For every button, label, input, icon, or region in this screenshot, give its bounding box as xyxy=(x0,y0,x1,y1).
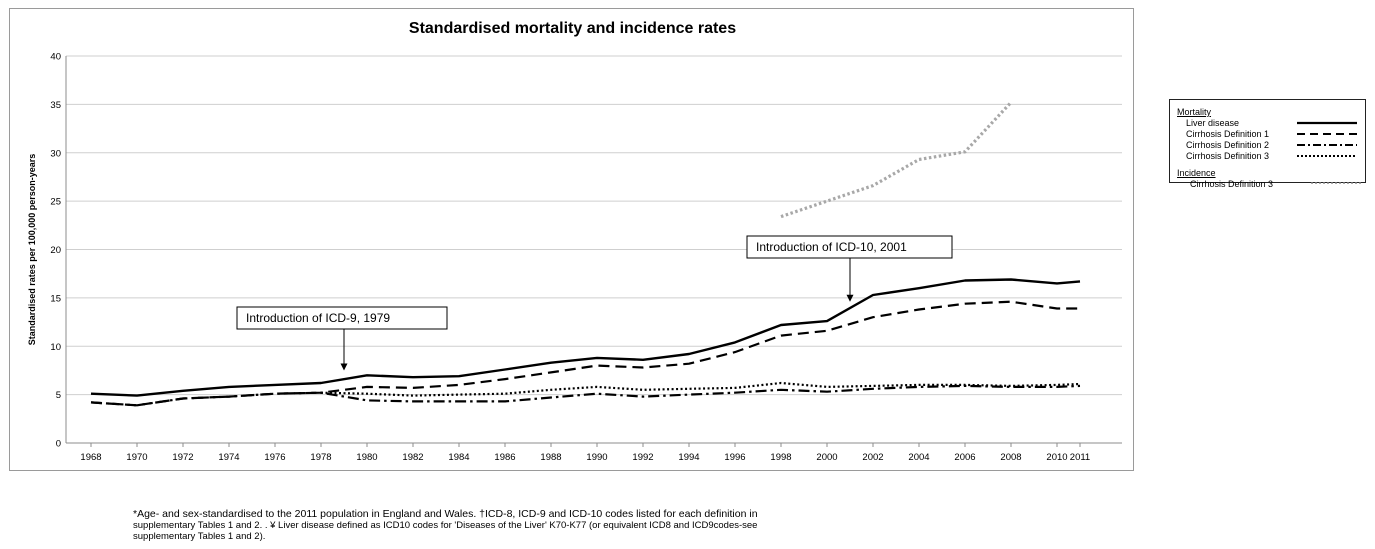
x-tick-label: 1988 xyxy=(540,452,561,463)
legend-item-incidence-cirrhosis-def-3: Cirrhosis Definition 3 xyxy=(1190,179,1274,189)
x-tick-label: 1970 xyxy=(126,452,147,463)
x-tick-label: 1978 xyxy=(310,452,331,463)
y-tick-label: 10 xyxy=(50,342,61,353)
chart-frame: 0 5 10 15 20 25 30 35 40 1968 1970 1972 1974 1976 1978… xyxy=(9,8,1134,471)
legend-item-liver-disease: Liver disease xyxy=(1186,118,1240,128)
x-tick-label: 2002 xyxy=(862,452,883,463)
x-tick-label: 2006 xyxy=(954,452,975,463)
x-tick-label: 1996 xyxy=(724,452,745,463)
y-tick-label: 40 xyxy=(50,52,61,63)
annotation-arrow-head xyxy=(340,363,348,371)
legend-mortality-heading: Mortality xyxy=(1177,107,1212,117)
legend-swatches xyxy=(1297,121,1362,184)
x-tick-label: 1976 xyxy=(264,452,285,463)
legend: Mortality Liver disease Cirrhosis Defini… xyxy=(1169,99,1366,189)
y-tick-label: 35 xyxy=(50,100,61,111)
series-line-1 xyxy=(90,300,1080,407)
y-tick-label: 20 xyxy=(50,245,61,256)
x-tick-label: 1980 xyxy=(356,452,377,463)
x-tick-label: 1974 xyxy=(218,452,239,463)
x-tick-label: 1982 xyxy=(402,452,423,463)
x-tick-label: 1986 xyxy=(494,452,515,463)
x-tick-label: 1984 xyxy=(448,452,469,463)
footnote-line-2: supplementary Tables 1 and 2. . ¥ Liver … xyxy=(133,520,758,531)
y-tick-label: 15 xyxy=(50,293,61,304)
legend-item-cirrhosis-def-3: Cirrhosis Definition 3 xyxy=(1186,151,1270,161)
y-tick-label: 5 xyxy=(56,390,61,401)
y-tick-label: 25 xyxy=(50,197,61,208)
x-tick-label: 2008 xyxy=(1000,452,1021,463)
x-tick-label: 1972 xyxy=(172,452,193,463)
footnote-line-1: *Age- and sex-standardised to the 2011 p… xyxy=(133,508,758,520)
y-axis-label: Standardised rates per 100,000 person-ye… xyxy=(27,154,37,346)
legend-item-cirrhosis-def-1: Cirrhosis Definition 1 xyxy=(1186,129,1270,139)
footnote: *Age- and sex-standardised to the 2011 p… xyxy=(133,508,933,543)
annotation-arrow-head xyxy=(846,294,854,302)
x-tick-label: 2000 xyxy=(816,452,837,463)
series-line-2 xyxy=(90,384,1081,407)
x-tick-label: 1998 xyxy=(770,452,791,463)
y-tick-label: 30 xyxy=(50,148,61,159)
annotation-label: Introduction of ICD-9, 1979 xyxy=(246,311,390,325)
series-line-0 xyxy=(90,278,1081,397)
x-tick-label: 2011 xyxy=(1070,452,1090,463)
x-tick-label: 1990 xyxy=(586,452,607,463)
x-tick-label: 2004 xyxy=(908,452,929,463)
x-tick-label: 1968 xyxy=(80,452,101,463)
chart-title: Standardised mortality and incidence rat… xyxy=(408,20,737,37)
x-tick-label: 2010 xyxy=(1046,452,1067,463)
y-tick-label: 0 xyxy=(56,439,61,450)
x-tick-label: 1992 xyxy=(632,452,653,463)
footnote-line-3: supplementary Tables 1 and 2). xyxy=(133,531,266,542)
legend-item-cirrhosis-def-2: Cirrhosis Definition 2 xyxy=(1186,140,1270,150)
legend-incidence-heading: Incidence xyxy=(1177,168,1216,178)
annotation-label: Introduction of ICD-10, 2001 xyxy=(756,240,907,254)
x-tick-label: 1994 xyxy=(678,452,699,463)
series-line-4 xyxy=(780,101,1013,219)
chart-plot: 0 5 10 15 20 25 30 35 40 1968 1970 1972 1974 1976 1978… xyxy=(27,52,1122,463)
annotation-box xyxy=(236,306,448,330)
series-line-3 xyxy=(320,381,1081,397)
